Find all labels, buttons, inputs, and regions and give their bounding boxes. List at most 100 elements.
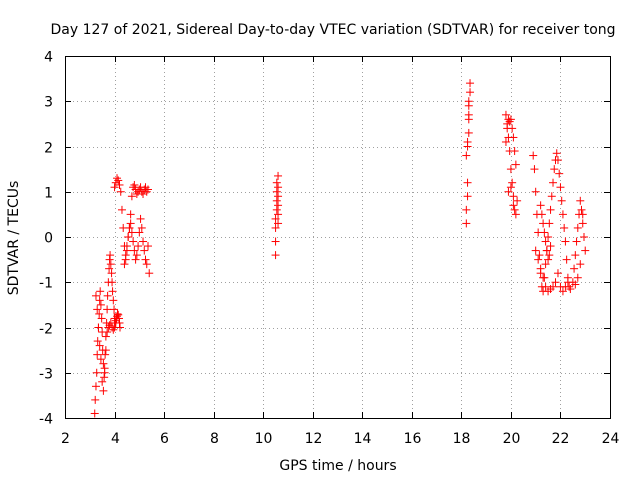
data-point xyxy=(534,255,543,264)
data-point xyxy=(504,187,513,196)
data-point xyxy=(462,219,471,228)
data-point xyxy=(110,305,119,314)
data-point xyxy=(98,377,107,386)
x-tick-label: 18 xyxy=(453,431,471,447)
data-point xyxy=(272,205,281,214)
chart-title: Day 127 of 2021, Sidereal Day-to-day VTE… xyxy=(50,22,615,38)
data-point xyxy=(510,147,519,156)
data-point xyxy=(99,386,108,395)
x-tick-label: 4 xyxy=(111,431,120,447)
data-point xyxy=(557,196,566,205)
data-point xyxy=(114,176,123,185)
data-point xyxy=(274,210,283,219)
data-point xyxy=(547,192,556,201)
x-tick-label: 22 xyxy=(552,431,570,447)
data-point xyxy=(541,282,550,291)
x-tick-label: 6 xyxy=(160,431,169,447)
data-point xyxy=(571,251,580,260)
data-point xyxy=(274,192,283,201)
data-point xyxy=(463,192,472,201)
data-point xyxy=(552,149,561,158)
data-point xyxy=(506,183,515,192)
data-point xyxy=(106,260,115,269)
data-point xyxy=(579,233,588,241)
data-point xyxy=(110,183,119,192)
data-point xyxy=(541,260,550,269)
data-point xyxy=(130,180,139,189)
data-point xyxy=(101,346,110,355)
data-point xyxy=(570,264,579,273)
data-point xyxy=(509,201,518,210)
data-point xyxy=(93,337,102,346)
data-point xyxy=(560,223,569,232)
data-point xyxy=(92,368,101,377)
data-point xyxy=(464,97,473,106)
data-point xyxy=(508,124,517,133)
data-point xyxy=(132,251,141,260)
data-point xyxy=(90,409,99,418)
data-point xyxy=(561,237,570,246)
data-point xyxy=(511,210,520,219)
data-point xyxy=(143,242,152,251)
data-point xyxy=(101,350,110,359)
data-point xyxy=(537,210,546,219)
data-point xyxy=(93,350,102,359)
data-point xyxy=(103,291,112,300)
data-point xyxy=(124,233,133,241)
data-point xyxy=(271,223,280,232)
y-tick-label: 0 xyxy=(44,231,53,247)
data-point xyxy=(577,205,586,214)
data-point xyxy=(573,223,582,232)
data-point xyxy=(120,260,129,269)
data-point xyxy=(97,314,106,323)
data-point xyxy=(573,273,582,282)
data-point xyxy=(544,255,553,264)
x-tick-label: 24 xyxy=(602,431,620,447)
data-point xyxy=(546,242,555,251)
data-point xyxy=(134,242,143,251)
data-point xyxy=(462,205,471,214)
data-point xyxy=(501,110,510,119)
data-point xyxy=(541,237,550,246)
data-point xyxy=(553,269,562,278)
data-point xyxy=(506,115,515,124)
data-point xyxy=(272,187,281,196)
data-point xyxy=(536,201,545,210)
data-point xyxy=(91,291,100,300)
data-point xyxy=(509,133,518,142)
data-point xyxy=(135,228,144,237)
data-point xyxy=(99,359,108,368)
data-point xyxy=(274,171,283,180)
y-tick-label: 2 xyxy=(44,141,53,157)
data-point xyxy=(510,205,519,214)
data-point xyxy=(145,269,154,278)
data-point xyxy=(566,285,575,294)
data-point xyxy=(463,178,472,187)
data-point xyxy=(141,255,150,264)
data-point xyxy=(464,110,473,119)
y-tick-label: 1 xyxy=(44,186,53,202)
data-point xyxy=(466,88,475,97)
data-point xyxy=(274,219,283,228)
y-tick-label: 3 xyxy=(44,95,53,111)
data-point xyxy=(96,355,105,364)
data-point xyxy=(143,185,152,194)
data-point xyxy=(549,282,558,291)
data-point xyxy=(271,251,280,260)
data-point xyxy=(539,273,548,282)
data-point xyxy=(501,137,510,146)
data-point xyxy=(271,214,280,223)
data-point xyxy=(101,332,110,341)
data-point xyxy=(509,192,518,201)
data-point xyxy=(545,251,554,260)
data-point xyxy=(540,228,549,237)
plot-frame xyxy=(65,56,611,419)
data-point xyxy=(572,237,581,246)
data-point xyxy=(578,210,587,219)
data-point xyxy=(140,246,149,255)
data-point xyxy=(96,287,105,296)
data-point xyxy=(274,201,283,210)
data-point xyxy=(129,237,138,246)
data-point xyxy=(464,128,473,137)
x-tick-label: 14 xyxy=(354,431,372,447)
